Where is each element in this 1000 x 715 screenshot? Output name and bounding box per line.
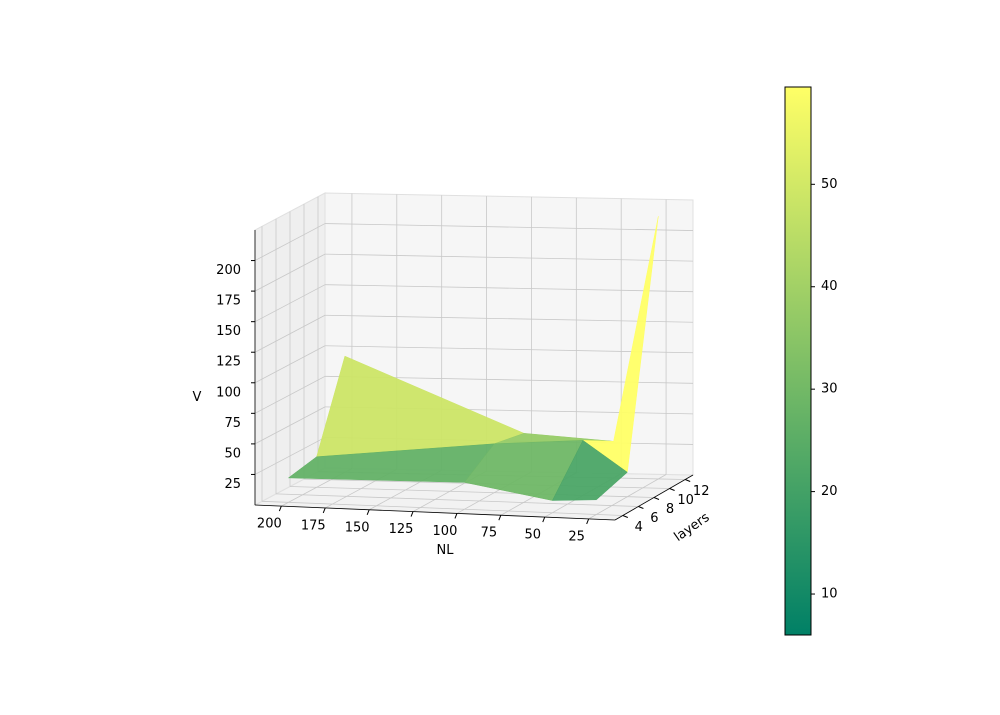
z-tick-label: 175 — [216, 294, 241, 309]
grid-line — [261, 500, 623, 516]
y-tick-label: 4 — [635, 520, 643, 535]
z-axis-label: V — [193, 390, 202, 405]
z-tick-label: 200 — [216, 263, 241, 278]
z-tick-label: 100 — [216, 385, 241, 400]
surface-face — [551, 439, 628, 501]
x-tick — [454, 513, 458, 519]
grid-line — [254, 253, 326, 292]
y-tick — [622, 515, 628, 518]
y-tick — [653, 497, 660, 500]
colorbar-tick-label: 30 — [821, 382, 838, 397]
axis-line — [254, 504, 616, 521]
grid-line — [254, 314, 326, 353]
grid-line — [254, 375, 326, 414]
colorbar — [784, 86, 812, 636]
y-axis-label: layers — [672, 510, 713, 545]
x-tick-label: 50 — [524, 528, 541, 543]
x-tick — [542, 516, 546, 523]
x-tick — [410, 511, 414, 517]
y-tick-label: 6 — [650, 511, 658, 526]
grid-line — [324, 223, 694, 231]
y-tick — [685, 479, 691, 482]
grid-line — [254, 223, 326, 261]
x-tick-label: 125 — [389, 522, 414, 537]
z-tick-label: 50 — [224, 446, 241, 461]
grid-line — [275, 493, 639, 507]
x-tick-label: 175 — [301, 518, 326, 533]
x-tick-label: 200 — [257, 517, 282, 532]
surface — [287, 216, 659, 501]
y-tick-label: 12 — [693, 484, 710, 499]
colorbar-ticks: 10 20 30 40 50 — [811, 177, 838, 602]
x-axis-label: NL — [437, 543, 455, 558]
colorbar-tick-label: 50 — [821, 177, 838, 192]
x-tick-label: 75 — [481, 526, 498, 541]
x-tick — [278, 505, 282, 512]
y-tick — [669, 488, 675, 491]
x-tick-label: 100 — [433, 524, 458, 539]
grid-line — [324, 314, 694, 323]
colorbar-tick-label: 20 — [821, 484, 838, 499]
grid-line — [254, 406, 326, 445]
x-tick — [586, 518, 590, 525]
z-tick-label: 25 — [224, 477, 241, 492]
grid-line — [324, 253, 694, 262]
z-tick-label: 75 — [224, 416, 241, 431]
colorbar-tick-label: 40 — [821, 279, 838, 294]
grid-line — [254, 437, 326, 475]
x-tick — [366, 509, 370, 515]
x-tick-label: 150 — [345, 520, 370, 535]
z-tick-label: 125 — [216, 355, 241, 370]
grid-line — [254, 284, 326, 323]
y-tick — [638, 506, 644, 509]
x-tick — [498, 515, 502, 521]
z-tick-label: 150 — [216, 324, 241, 339]
y-tick-label: 10 — [677, 493, 694, 508]
x-tick-label: 25 — [568, 529, 585, 544]
y-tick-label: 8 — [666, 502, 674, 517]
x-tick — [322, 507, 326, 514]
grid-line — [324, 284, 694, 293]
axis-line — [614, 474, 694, 521]
colorbar-tick-label: 10 — [821, 587, 838, 602]
grid-line — [254, 345, 326, 384]
